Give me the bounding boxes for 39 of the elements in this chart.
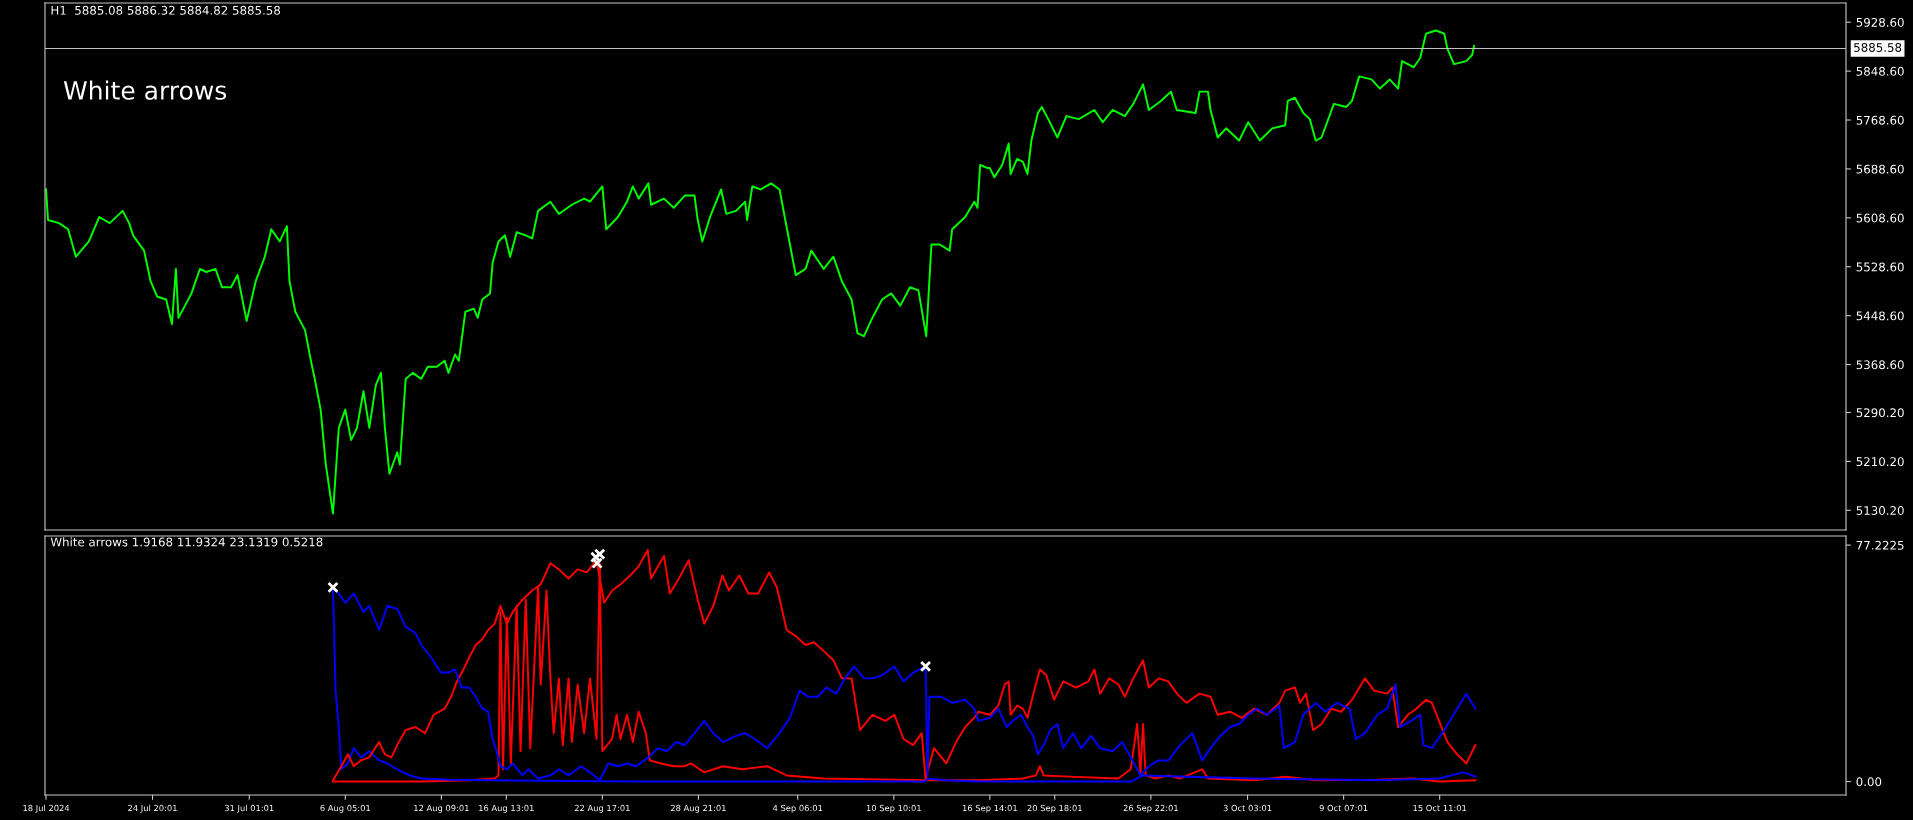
annotation: White arrows (63, 80, 227, 100)
chart-title: H1 5885.08 5886.32 5884.82 5885.58 (51, 5, 281, 15)
x-tick-label: 16 Aug 13:01 (479, 804, 534, 813)
x-tick-label: 10 Sep 10:01 (866, 804, 921, 813)
point (327, 581, 339, 594)
x-tick-label: 6 Aug 05:01 (320, 804, 370, 813)
ref-line-label: 5885.58 (1854, 42, 1902, 52)
x-tick-label: 22 Aug 17:01 (574, 804, 630, 813)
point (919, 660, 932, 673)
y-tick-label: 5528.60 (1856, 262, 1904, 272)
y-tick-label: 0.00 (1856, 777, 1882, 787)
x-tick-label: 20 Sep 18:01 (1027, 804, 1082, 813)
y-tick-label: 5688.60 (1856, 164, 1904, 174)
x-tick-label: 12 Aug 09:01 (414, 804, 469, 813)
y-tick-label: 5848.60 (1856, 66, 1904, 76)
y-tick-label: 5608.60 (1856, 213, 1904, 223)
x-tick-label: 24 Jul 20:01 (128, 804, 177, 813)
x-tick-label: 9 Oct 07:01 (1319, 804, 1368, 812)
y-tick-label: 5130.20 (1856, 506, 1904, 515)
x-tick-label: 15 Oct 11:01 (1413, 804, 1467, 812)
x-tick-label: 31 Jul 01:01 (224, 804, 274, 813)
x-tick-label: 3 Oct 03:01 (1223, 804, 1272, 812)
x-tick-label: 28 Aug 21:01 (670, 804, 726, 813)
y-tick-label: 5928.60 (1856, 17, 1904, 27)
y-tick-label: 5210.20 (1856, 457, 1904, 467)
point (593, 548, 606, 560)
y-tick-label: 5368.60 (1856, 360, 1904, 370)
x-tick-label: 4 Sep 06:01 (772, 804, 823, 813)
y-tick-label: 5768.60 (1856, 115, 1904, 125)
x-tick-label: 16 Sep 14:01 (962, 804, 1017, 813)
y-tick-label: 5290.20 (1856, 408, 1904, 418)
x-tick-label: 26 Sep 22:01 (1123, 804, 1178, 813)
point (590, 551, 602, 563)
chart-title: White arrows 1.9168 11.9324 23.1319 0.5218 (50, 537, 323, 547)
y-tick-label: 77.2225 (1856, 540, 1904, 550)
y-tick-label: 5448.60 (1856, 311, 1904, 321)
x-tick-label: 18 Jul 2024 (23, 804, 70, 813)
line-series (45, 29, 1476, 515)
point (591, 557, 603, 570)
